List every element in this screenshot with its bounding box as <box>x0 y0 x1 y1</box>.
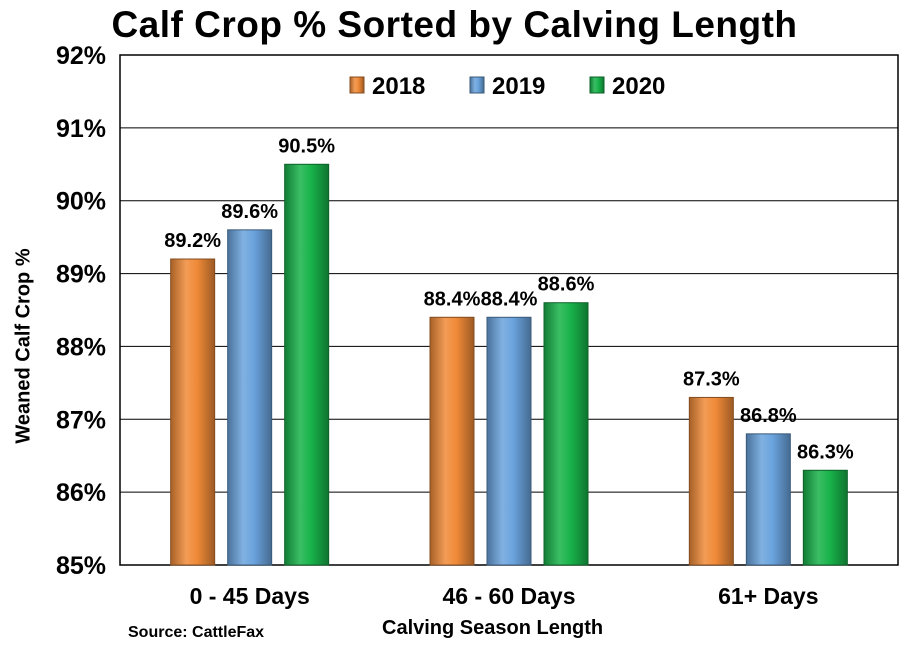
x-axis-label: Calving Season Length <box>382 617 604 639</box>
x-tick-label: 46 - 60 Days <box>443 583 576 609</box>
x-tick-label: 61+ Days <box>718 583 818 609</box>
legend-label-2018: 2018 <box>372 73 425 100</box>
legend-swatch-2018 <box>349 76 365 94</box>
data-label: 88.4% <box>481 288 538 310</box>
bar-2019 <box>486 316 532 566</box>
y-tick-label: 90% <box>56 188 106 216</box>
x-tick-label: 0 - 45 Days <box>190 583 310 609</box>
legend-swatch-2020 <box>589 76 605 94</box>
legend-label-2020: 2020 <box>612 73 665 100</box>
legend-swatch-2019 <box>469 76 485 94</box>
y-tick-label: 89% <box>56 261 106 289</box>
bar-2018 <box>688 396 734 566</box>
bar-2018 <box>170 258 216 566</box>
data-label: 88.6% <box>538 274 595 296</box>
data-label: 89.2% <box>164 230 221 252</box>
y-tick-label: 87% <box>56 406 106 434</box>
bar-2020 <box>543 302 589 566</box>
y-tick-label: 85% <box>56 552 106 580</box>
y-tick-label: 86% <box>56 479 106 507</box>
data-label: 89.6% <box>221 201 278 223</box>
chart-title: Calf Crop % Sorted by Calving Length <box>111 4 798 45</box>
data-label: 86.3% <box>797 441 854 463</box>
data-label: 88.4% <box>424 288 481 310</box>
bar-2019 <box>745 433 791 566</box>
bar-2018 <box>429 316 475 566</box>
data-label: 86.8% <box>740 405 797 427</box>
bar-2020 <box>284 163 330 566</box>
data-label: 90.5% <box>278 135 335 157</box>
source-note: Source: CattleFax <box>128 624 265 641</box>
bar-2019 <box>227 229 273 566</box>
y-tick-label: 88% <box>56 333 106 361</box>
data-label: 87.3% <box>683 368 740 390</box>
bar-2020 <box>802 469 848 566</box>
legend-label-2019: 2019 <box>492 73 545 100</box>
y-tick-label: 91% <box>56 115 106 143</box>
y-axis-label: Weaned Calf Crop % <box>12 248 35 444</box>
y-tick-label: 92% <box>56 42 106 70</box>
